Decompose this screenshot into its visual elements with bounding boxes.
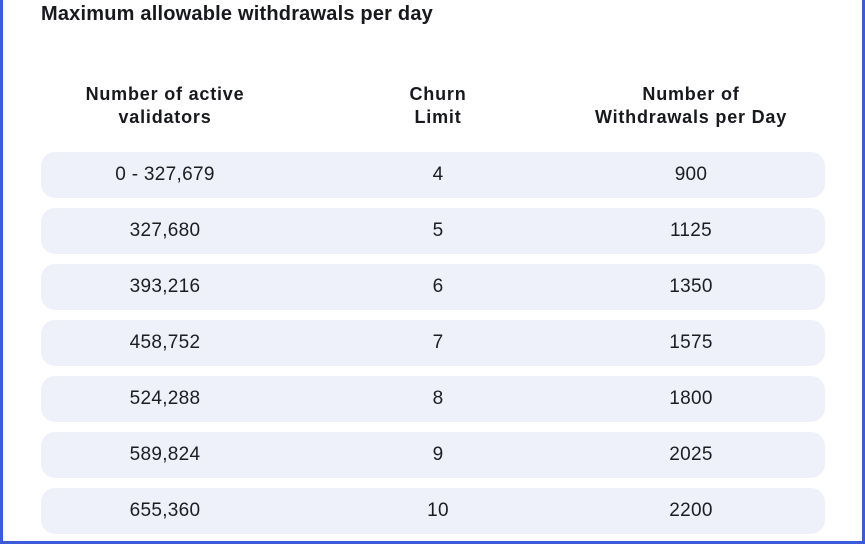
table-cell-withdrawals: 1575: [669, 332, 713, 353]
table-cell-withdrawals: 1350: [669, 276, 713, 297]
table-cell-churn: 4: [432, 164, 444, 185]
table-cell-validators: 327,680: [129, 220, 201, 241]
table-cell-validators: 589,824: [129, 444, 201, 465]
table-cell-validators: 393,216: [129, 276, 201, 297]
table-header-row: Number of active validators Churn Limit …: [41, 83, 825, 129]
table-cell-churn: 5: [432, 220, 444, 241]
table-cell-validators: 458,752: [129, 332, 201, 353]
table-row: 458,752 7 1575: [41, 320, 825, 366]
column-header-churn-limit: Churn Limit: [409, 84, 467, 127]
table-row: 589,824 9 2025: [41, 432, 825, 478]
table-cell-churn: 10: [427, 500, 449, 521]
table-body: 0 - 327,679 4 900 327,680 5 1125 393,216…: [41, 152, 825, 534]
column-header-withdrawals-per-day: Number of Withdrawals per Day: [594, 84, 788, 127]
table-cell-withdrawals: 900: [674, 164, 708, 185]
table-row: 393,216 6 1350: [41, 264, 825, 310]
page-title: Maximum allowable withdrawals per day: [41, 3, 433, 25]
table-cell-churn: 6: [432, 276, 444, 297]
table-cell-validators: 524,288: [129, 388, 201, 409]
table-cell-validators: 655,360: [129, 500, 201, 521]
table-cell-churn: 9: [432, 444, 444, 465]
table-row: 524,288 8 1800: [41, 376, 825, 422]
table-row: 327,680 5 1125: [41, 208, 825, 254]
column-header-active-validators: Number of active validators: [85, 84, 245, 127]
table-cell-churn: 8: [432, 388, 444, 409]
table-row: 655,360 10 2200: [41, 488, 825, 534]
table-cell-churn: 7: [432, 332, 444, 353]
table-cell-withdrawals: 1125: [669, 220, 713, 241]
table-row: 0 - 327,679 4 900: [41, 152, 825, 198]
table-cell-withdrawals: 2200: [669, 500, 713, 521]
table-cell-withdrawals: 2025: [669, 444, 713, 465]
table-cell-withdrawals: 1800: [669, 388, 713, 409]
table-cell-validators: 0 - 327,679: [115, 164, 215, 185]
